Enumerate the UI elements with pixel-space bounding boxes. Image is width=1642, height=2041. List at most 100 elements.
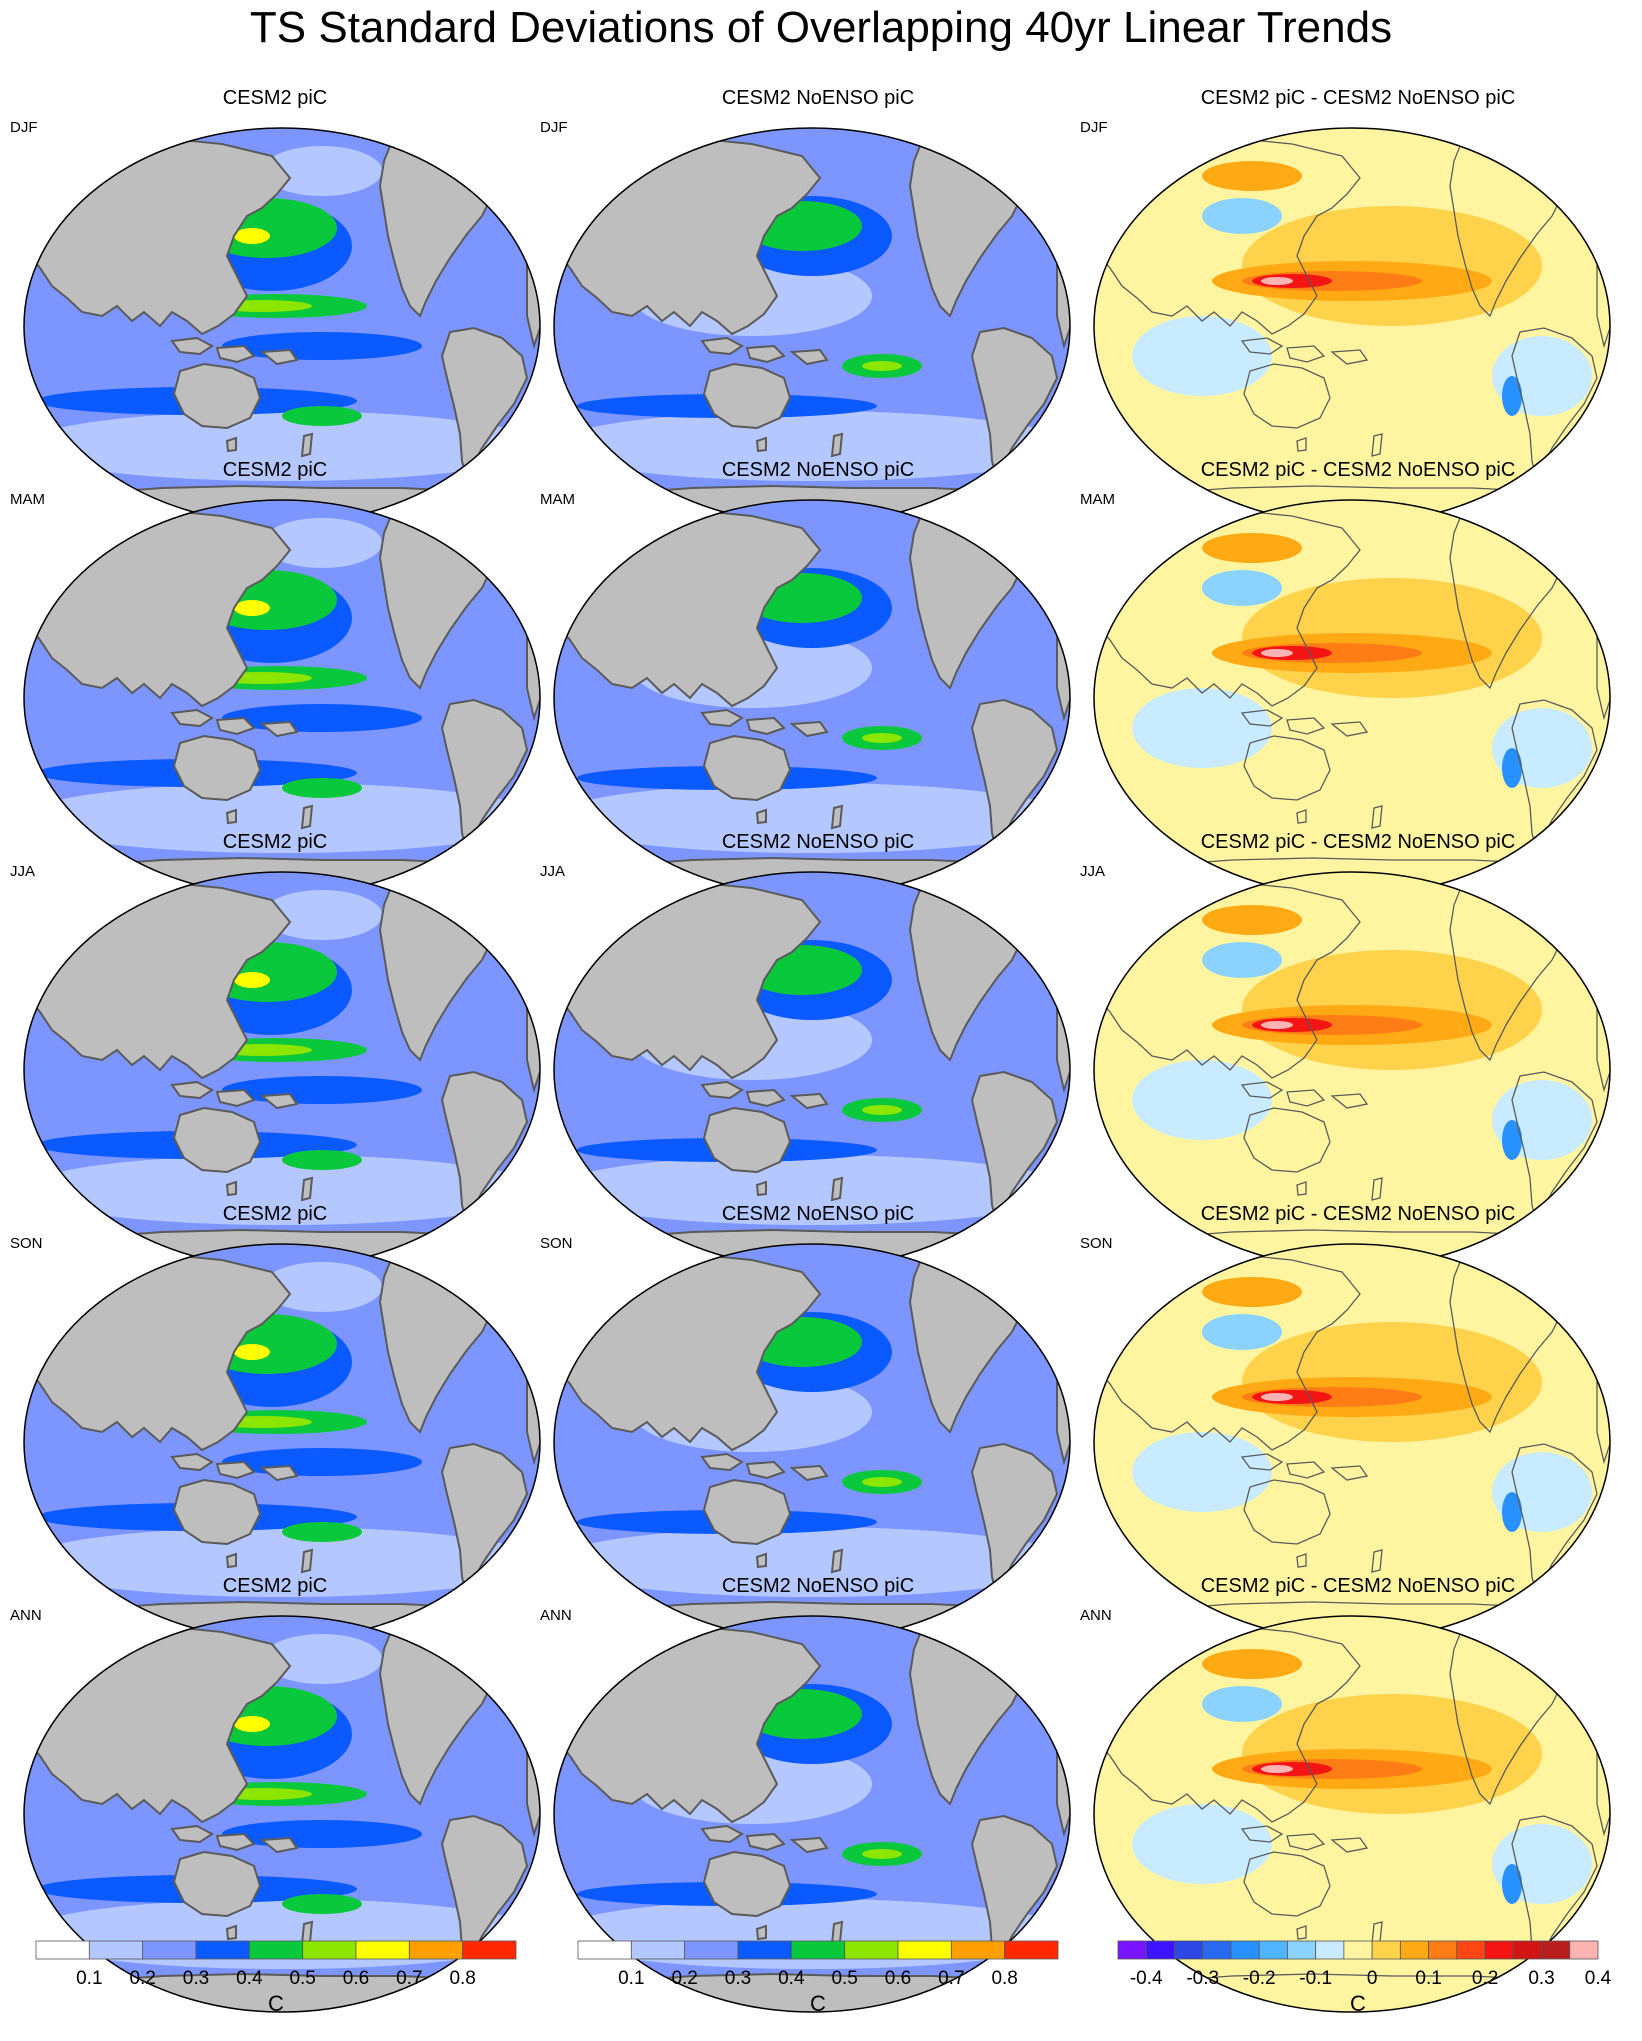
map-field	[24, 1616, 540, 2012]
season-label: DJF	[10, 119, 38, 136]
colorbar-tick-label: 0.2	[1472, 1968, 1498, 1989]
map-panel: CESM2 NoENSO piC JJA	[540, 831, 1071, 1269]
colorbar-swatch	[1287, 1940, 1317, 1960]
map-field	[1094, 500, 1610, 896]
colorbar-tick-label: 0.2	[129, 1968, 155, 1989]
colorbar-swatch	[142, 1940, 197, 1960]
colorbar-tick-label: 0.3	[183, 1968, 209, 1989]
map-panel: CESM2 piC JJA	[10, 831, 541, 1269]
panel-title: CESM2 piC - CESM2 NoENSO piC	[1201, 1203, 1516, 1225]
colorbar-tick-label: 0.4	[778, 1968, 805, 1989]
colorbar-swatch	[1343, 1940, 1373, 1960]
map-panel: CESM2 piC - CESM2 NoENSO piC SON	[1080, 1203, 1611, 1641]
colorbar-swatch	[1202, 1940, 1232, 1960]
colorbar-tick-label: 0.7	[396, 1968, 422, 1989]
season-label: SON	[1080, 1235, 1113, 1252]
season-label: ANN	[540, 1607, 572, 1624]
colorbar-swatch	[1569, 1940, 1599, 1960]
panel-title: CESM2 NoENSO piC	[722, 459, 914, 481]
colorbar-tick-label: 0.3	[725, 1968, 751, 1989]
colorbar-swatch	[35, 1940, 90, 1960]
map-field	[24, 500, 540, 896]
colorbar-unit: C	[810, 1991, 826, 2016]
colorbar-swatch	[462, 1940, 517, 1960]
season-label: ANN	[1080, 1607, 1112, 1624]
colorbar-swatch	[195, 1940, 250, 1960]
season-label: DJF	[1080, 119, 1108, 136]
colorbar-tick-label: 0.6	[885, 1968, 911, 1989]
colorbar-tick-label: 0.8	[449, 1968, 475, 1989]
colorbar-tick-label: 0.5	[831, 1968, 857, 1989]
map-panel: CESM2 piC - CESM2 NoENSO piC MAM	[1080, 459, 1611, 897]
colorbar-tick-label: -0.2	[1243, 1968, 1276, 1989]
panel-title: CESM2 piC	[223, 1575, 327, 1597]
colorbar-tick-label: 0.4	[236, 1968, 263, 1989]
panel-title: CESM2 NoENSO piC	[722, 87, 914, 109]
colorbar-swatch	[684, 1940, 739, 1960]
colorbar-swatch	[355, 1940, 410, 1960]
map-panel: CESM2 piC - CESM2 NoENSO piC DJF	[1080, 87, 1611, 525]
map-field	[554, 1616, 1070, 2012]
map-field	[1094, 1244, 1610, 1640]
season-label: DJF	[540, 119, 568, 136]
colorbar-swatch	[1004, 1940, 1059, 1960]
map-field	[24, 128, 540, 524]
season-label: SON	[10, 1235, 43, 1252]
colorbar-tick-label: 0.6	[343, 1968, 369, 1989]
map-field	[554, 1244, 1070, 1640]
colorbar-tick-label: 0.2	[671, 1968, 697, 1989]
colorbar-swatch	[248, 1940, 304, 1960]
panel-title: CESM2 NoENSO piC	[722, 831, 914, 853]
panel-title: CESM2 piC	[223, 831, 327, 853]
panel-title: CESM2 piC - CESM2 NoENSO piC	[1201, 1575, 1516, 1597]
season-label: MAM	[1080, 491, 1115, 508]
season-label: MAM	[10, 491, 45, 508]
colorbar-swatch	[950, 1940, 1006, 1960]
colorbar-tick-label: 0.8	[991, 1968, 1017, 1989]
panel-title: CESM2 NoENSO piC	[722, 1575, 914, 1597]
map-field	[1094, 1616, 1610, 2012]
colorbar-swatch	[737, 1940, 792, 1960]
map-panel: CESM2 NoENSO piC SON	[540, 1203, 1071, 1641]
map-field	[1094, 872, 1610, 1268]
panel-title: CESM2 piC	[223, 87, 327, 109]
panel-title: CESM2 piC - CESM2 NoENSO piC	[1201, 459, 1516, 481]
colorbar: -0.4 -0.3 -0.2 -0.1 0 0.1 0.2 0.3 0.4 C	[1117, 1940, 1612, 2016]
colorbar: 0.1 0.2 0.3 0.4 0.5 0.6 0.7 0.8 C	[577, 1940, 1059, 2016]
colorbar-swatch	[1174, 1940, 1204, 1960]
season-label: JJA	[10, 863, 35, 880]
colorbar-tick-label: 0	[1367, 1968, 1378, 1989]
colorbar-swatch	[1258, 1940, 1288, 1960]
season-label: MAM	[540, 491, 575, 508]
colorbar-swatch	[897, 1940, 952, 1960]
season-label: JJA	[1080, 863, 1105, 880]
colorbar-tick-label: 0.1	[76, 1968, 102, 1989]
colorbar-tick-label: 0.4	[1585, 1968, 1612, 1989]
colorbar-swatch	[1145, 1940, 1175, 1960]
colorbar-swatch	[1315, 1940, 1345, 1960]
colorbar-swatch	[1541, 1940, 1571, 1960]
colorbar-swatch	[630, 1940, 686, 1960]
colorbar-tick-label: 0.7	[938, 1968, 964, 1989]
panel-title: CESM2 piC - CESM2 NoENSO piC	[1201, 87, 1516, 109]
colorbar-tick-label: 0.5	[289, 1968, 315, 1989]
colorbar-tick-label: 0.3	[1528, 1968, 1554, 1989]
colorbar-swatch	[302, 1940, 357, 1960]
season-label: JJA	[540, 863, 565, 880]
colorbar-swatch	[1371, 1940, 1401, 1960]
colorbar-swatch	[1484, 1940, 1514, 1960]
panel-title: CESM2 NoENSO piC	[722, 1203, 914, 1225]
colorbar-swatch	[408, 1940, 464, 1960]
panel-title: CESM2 piC	[223, 459, 327, 481]
map-panel: CESM2 piC - CESM2 NoENSO piC JJA	[1080, 831, 1611, 1269]
map-field	[554, 872, 1070, 1268]
panel-title: CESM2 piC	[223, 1203, 327, 1225]
colorbar-swatch	[1456, 1940, 1486, 1960]
colorbar-group: 0.1 0.2 0.3 0.4 0.5 0.6 0.7 0.8 C 0.1 0.2 0.3 0.4 0.5…	[35, 1940, 1612, 2016]
colorbar-unit: C	[268, 1991, 284, 2016]
colorbar-swatch	[1117, 1940, 1147, 1960]
colorbar-tick-label: -0.4	[1130, 1968, 1163, 1989]
colorbar-swatch	[1399, 1940, 1429, 1960]
colorbar-tick-label: -0.1	[1299, 1968, 1332, 1989]
